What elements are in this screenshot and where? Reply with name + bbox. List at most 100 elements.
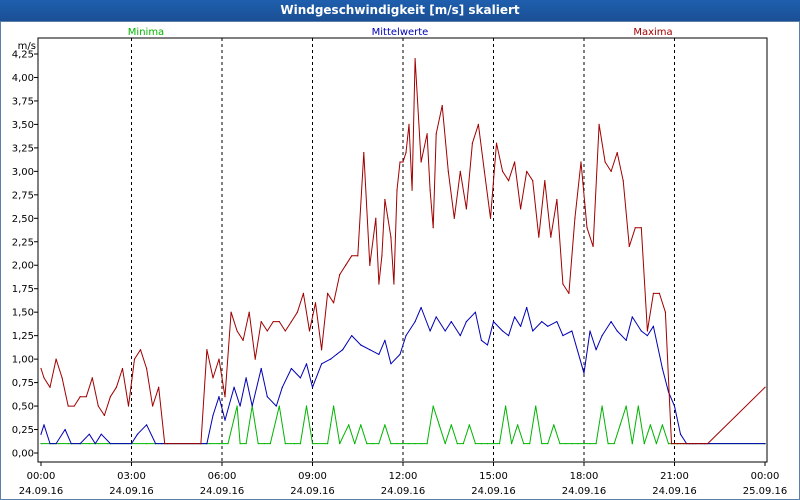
data-point-minima — [414, 443, 416, 445]
data-point-mittelwerte — [444, 330, 446, 332]
data-point-maxima — [640, 227, 642, 229]
data-point-mittelwerte — [130, 443, 133, 445]
data-point-minima — [444, 443, 446, 445]
data-point-maxima — [115, 386, 118, 388]
data-point-mittelwerte — [459, 335, 461, 337]
data-point-mittelwerte — [571, 330, 573, 332]
x-tick-date: 24.09.16 — [290, 486, 335, 497]
data-point-minima — [432, 405, 434, 407]
data-point-minima — [637, 405, 639, 407]
data-point-mittelwerte — [218, 396, 220, 398]
data-point-minima — [535, 405, 537, 407]
data-point-maxima — [501, 170, 504, 172]
data-point-mittelwerte — [562, 335, 564, 337]
data-point-mittelwerte — [679, 433, 682, 435]
data-point-minima — [330, 424, 332, 426]
data-point-maxima — [351, 255, 353, 257]
data-point-maxima — [85, 396, 87, 398]
x-tick-time: 09:00 — [298, 471, 327, 482]
data-point-minima — [667, 443, 670, 445]
data-point-mittelwerte — [601, 335, 603, 337]
data-point-mittelwerte — [330, 358, 332, 360]
data-point-maxima — [538, 236, 540, 238]
data-point-minima — [553, 424, 555, 426]
y-tick-label: 3,75 — [12, 96, 34, 107]
data-point-mittelwerte — [474, 311, 476, 313]
x-tick-time: 03:00 — [117, 471, 146, 482]
data-point-minima — [218, 443, 220, 445]
y-tick-label: 2,00 — [12, 261, 34, 272]
data-point-mittelwerte — [390, 363, 392, 365]
data-point-maxima — [435, 133, 437, 135]
x-tick-date: 24.09.16 — [562, 486, 607, 497]
data-point-maxima — [405, 151, 407, 154]
data-point-minima — [577, 443, 579, 445]
data-point-minima — [456, 443, 458, 445]
data-point-minima — [613, 443, 615, 445]
data-point-minima — [607, 443, 609, 445]
data-point-mittelwerte — [414, 320, 416, 323]
y-tick-label: 2,50 — [12, 214, 34, 225]
data-point-maxima — [218, 358, 220, 360]
data-point-maxima — [314, 302, 317, 304]
data-point-mittelwerte — [616, 330, 618, 332]
data-point-mittelwerte — [49, 443, 51, 445]
data-point-maxima — [91, 377, 93, 379]
data-point-minima — [402, 443, 404, 445]
data-point-maxima — [426, 133, 428, 135]
data-point-minima — [571, 443, 573, 445]
data-point-mittelwerte — [212, 414, 214, 417]
data-point-maxima — [556, 198, 558, 201]
data-point-mittelwerte — [526, 306, 528, 309]
x-tick-time: 18:00 — [570, 471, 599, 482]
data-point-maxima — [387, 217, 389, 219]
data-point-maxima — [369, 264, 371, 266]
data-point-minima — [511, 443, 513, 445]
data-point-maxima — [55, 358, 57, 360]
data-point-mittelwerte — [661, 367, 664, 370]
data-point-maxima — [384, 198, 386, 201]
data-point-maxima — [375, 217, 377, 219]
data-point-mittelwerte — [652, 325, 654, 327]
y-tick-label: 1,25 — [12, 331, 34, 342]
data-point-maxima — [236, 330, 238, 332]
data-point-minima — [625, 405, 627, 407]
data-point-maxima — [284, 330, 286, 332]
data-point-mittelwerte — [275, 405, 277, 407]
data-point-mittelwerte — [610, 320, 612, 323]
data-point-mittelwerte — [79, 443, 81, 445]
y-tick-label: 1,00 — [12, 355, 34, 366]
data-point-minima — [390, 443, 392, 445]
data-point-mittelwerte — [399, 353, 401, 356]
data-point-minima — [655, 443, 658, 445]
data-point-maxima — [544, 180, 546, 182]
data-point-mittelwerte — [384, 339, 386, 341]
data-point-maxima — [266, 330, 268, 332]
y-tick-label: 1,50 — [12, 308, 34, 319]
data-point-maxima — [622, 180, 624, 182]
data-point-mittelwerte — [281, 386, 283, 388]
data-point-minima — [360, 424, 362, 426]
x-tick-time: 00:00 — [751, 471, 780, 482]
data-point-minima — [426, 443, 428, 445]
x-tick-date: 25.09.16 — [743, 486, 788, 497]
data-point-mittelwerte — [507, 335, 510, 337]
data-point-minima — [583, 443, 585, 445]
data-point-minima — [236, 405, 238, 407]
data-point-maxima — [320, 349, 323, 351]
data-point-maxima — [393, 283, 395, 285]
data-point-maxima — [158, 386, 160, 388]
y-tick-label: 3,25 — [12, 143, 34, 154]
data-point-mittelwerte — [514, 316, 516, 318]
data-point-mittelwerte — [465, 320, 467, 323]
data-point-maxima — [664, 311, 667, 313]
data-point-maxima — [441, 105, 443, 107]
data-point-maxima — [49, 386, 51, 388]
data-point-mittelwerte — [625, 339, 627, 341]
x-tick-date: 24.09.16 — [381, 486, 426, 497]
data-point-mittelwerte — [405, 335, 407, 337]
data-point-maxima — [459, 170, 461, 172]
data-point-mittelwerte — [583, 372, 585, 374]
data-point-mittelwerte — [435, 316, 437, 318]
data-point-maxima — [408, 123, 410, 126]
